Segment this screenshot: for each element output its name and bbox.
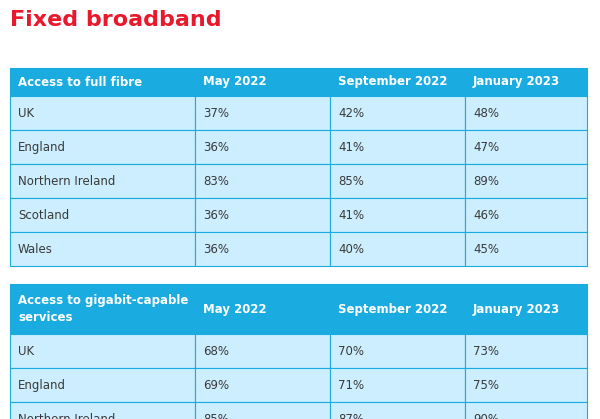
Bar [195, 198, 330, 232]
Text: 46%: 46% [473, 209, 499, 222]
Text: 73%: 73% [473, 344, 499, 357]
Bar [465, 334, 587, 368]
Bar [330, 96, 465, 130]
Text: May 2022: May 2022 [203, 303, 266, 316]
Bar [10, 232, 195, 266]
Text: January 2023: January 2023 [473, 303, 560, 316]
Text: 36%: 36% [203, 243, 229, 256]
Text: 36%: 36% [203, 209, 229, 222]
Bar [330, 130, 465, 164]
Text: 85%: 85% [203, 412, 229, 419]
Text: 48%: 48% [473, 106, 499, 119]
Bar [465, 198, 587, 232]
Text: January 2023: January 2023 [473, 75, 560, 88]
Bar [10, 368, 195, 402]
Text: 68%: 68% [203, 344, 229, 357]
Bar [10, 198, 195, 232]
Bar [465, 284, 587, 334]
Text: Wales: Wales [18, 243, 53, 256]
Text: 71%: 71% [338, 378, 364, 391]
Bar [195, 232, 330, 266]
Text: Fixed broadband: Fixed broadband [10, 10, 221, 30]
Bar [10, 284, 195, 334]
Text: 40%: 40% [338, 243, 364, 256]
Bar [330, 402, 465, 419]
Text: UK: UK [18, 106, 34, 119]
Text: 85%: 85% [338, 174, 364, 187]
Text: May 2022: May 2022 [203, 75, 266, 88]
Bar [465, 232, 587, 266]
Bar [195, 164, 330, 198]
Text: 83%: 83% [203, 174, 229, 187]
Text: Northern Ireland: Northern Ireland [18, 412, 115, 419]
Bar [465, 130, 587, 164]
Text: 45%: 45% [473, 243, 499, 256]
Bar [465, 68, 587, 96]
Bar [10, 68, 195, 96]
Text: 89%: 89% [473, 174, 499, 187]
Bar [10, 402, 195, 419]
Text: 70%: 70% [338, 344, 364, 357]
Text: England: England [18, 378, 66, 391]
Text: UK: UK [18, 344, 34, 357]
Bar [10, 334, 195, 368]
Text: 41%: 41% [338, 140, 364, 153]
Text: 87%: 87% [338, 412, 364, 419]
Bar [10, 96, 195, 130]
Bar [195, 284, 330, 334]
Bar [465, 164, 587, 198]
Bar [195, 68, 330, 96]
Bar [195, 130, 330, 164]
Bar [10, 164, 195, 198]
Bar [465, 368, 587, 402]
Bar [330, 232, 465, 266]
Bar [10, 130, 195, 164]
Text: 42%: 42% [338, 106, 364, 119]
Bar [465, 96, 587, 130]
Text: 90%: 90% [473, 412, 499, 419]
Text: 75%: 75% [473, 378, 499, 391]
Text: September 2022: September 2022 [338, 303, 448, 316]
Text: Access to full fibre: Access to full fibre [18, 75, 142, 88]
Bar [465, 402, 587, 419]
Text: Scotland: Scotland [18, 209, 69, 222]
Bar [195, 334, 330, 368]
Bar [195, 402, 330, 419]
Text: England: England [18, 140, 66, 153]
Bar [195, 96, 330, 130]
Bar [330, 334, 465, 368]
Bar [330, 68, 465, 96]
Bar [330, 198, 465, 232]
Bar [330, 284, 465, 334]
Bar [195, 368, 330, 402]
Text: 41%: 41% [338, 209, 364, 222]
Bar [330, 164, 465, 198]
Text: Northern Ireland: Northern Ireland [18, 174, 115, 187]
Text: 69%: 69% [203, 378, 229, 391]
Text: 47%: 47% [473, 140, 499, 153]
Text: September 2022: September 2022 [338, 75, 448, 88]
Text: Access to gigabit-capable
services: Access to gigabit-capable services [18, 294, 188, 324]
Bar [330, 368, 465, 402]
Text: 36%: 36% [203, 140, 229, 153]
Text: 37%: 37% [203, 106, 229, 119]
